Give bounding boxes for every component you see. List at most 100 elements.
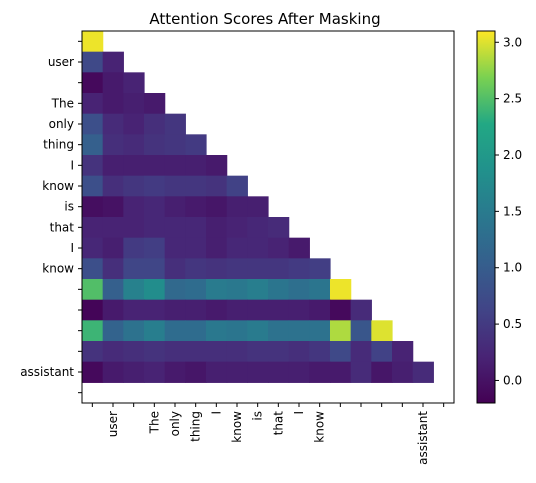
heatmap-cell-6-4 [164, 155, 186, 177]
heatmap-cell-7-4 [164, 175, 186, 197]
y-tick-label-8: is [64, 200, 74, 214]
heatmap-cell-13-1 [102, 299, 124, 321]
heatmap-cell-14-1 [102, 320, 124, 342]
heatmap-cell-4-2 [123, 113, 145, 135]
heatmap-cell-1-0 [82, 51, 104, 73]
heatmap-cell-14-14 [371, 320, 393, 342]
heatmap-cell-8-6 [206, 196, 228, 218]
x-tick-label-9: that [271, 411, 285, 436]
heatmap-cell-12-12 [330, 279, 352, 301]
heatmap-cell-10-1 [102, 237, 124, 259]
x-tick-label-3: The [147, 411, 161, 434]
heatmap-cell-5-5 [185, 134, 207, 156]
x-tick-label-4: only [168, 411, 182, 436]
colorbar: 0.0 0.5 1.0 1.5 2.0 2.5 3.0 [476, 30, 522, 404]
heatmap-cell-15-2 [123, 341, 145, 363]
heatmap-cell-14-3 [144, 320, 166, 342]
heatmap-cell-1-1 [102, 51, 124, 73]
heatmap-cell-5-2 [123, 134, 145, 156]
heatmap-cells [82, 31, 434, 383]
heatmap-cell-14-0 [82, 320, 104, 342]
heatmap-cell-12-1 [102, 279, 124, 301]
heatmap-cell-9-1 [102, 217, 124, 239]
colorbar-tick-label-4: 2.0 [503, 148, 522, 162]
y-tick-label-11: know [42, 262, 74, 276]
heatmap-cell-13-2 [123, 299, 145, 321]
heatmap-cell-7-2 [123, 175, 145, 197]
heatmap-cell-3-0 [82, 93, 104, 115]
colorbar-tick-label-2: 1.0 [503, 261, 522, 275]
heatmap-cell-13-11 [309, 299, 331, 321]
heatmap-cell-12-9 [268, 279, 290, 301]
heatmap-cell-10-9 [268, 237, 290, 259]
heatmap-cell-9-6 [206, 217, 228, 239]
heatmap-cell-12-8 [247, 279, 269, 301]
heatmap-cell-12-11 [309, 279, 331, 301]
y-tick-label-4: only [49, 117, 74, 131]
heatmap-cell-8-8 [247, 196, 269, 218]
heatmap-cell-13-3 [144, 299, 166, 321]
heatmap-cell-6-3 [144, 155, 166, 177]
heatmap-cell-11-0 [82, 258, 104, 280]
heatmap-cell-12-5 [185, 279, 207, 301]
heatmap-cell-14-10 [288, 320, 310, 342]
heatmap-cell-15-14 [371, 341, 393, 363]
heatmap-cell-14-7 [226, 320, 248, 342]
heatmap-cell-14-8 [247, 320, 269, 342]
chart-title: Attention Scores After Masking [149, 10, 380, 28]
heatmap-cell-11-4 [164, 258, 186, 280]
colorbar-tick-label-1: 0.5 [503, 317, 522, 331]
heatmap-cell-15-7 [226, 341, 248, 363]
heatmap-cell-4-0 [82, 113, 104, 135]
heatmap-cell-13-5 [185, 299, 207, 321]
heatmap-cell-13-0 [82, 299, 104, 321]
heatmap-cell-10-0 [82, 237, 104, 259]
heatmap-cell-16-8 [247, 361, 269, 383]
heatmap-cell-6-6 [206, 155, 228, 177]
heatmap-cell-11-7 [226, 258, 248, 280]
heatmap-cell-15-15 [392, 341, 414, 363]
heatmap-cell-7-6 [206, 175, 228, 197]
heatmap-cell-11-2 [123, 258, 145, 280]
heatmap-cell-4-1 [102, 113, 124, 135]
x-tick-label-7: know [230, 411, 244, 443]
heatmap-cell-9-5 [185, 217, 207, 239]
heatmap-cell-12-4 [164, 279, 186, 301]
heatmap-cell-16-16 [412, 361, 434, 383]
heatmap-cell-16-9 [268, 361, 290, 383]
heatmap-cell-15-12 [330, 341, 352, 363]
heatmap-cell-16-4 [164, 361, 186, 383]
heatmap-cell-7-1 [102, 175, 124, 197]
x-tick-label-6: I [209, 411, 223, 415]
heatmap-cell-8-2 [123, 196, 145, 218]
heatmap-cell-12-10 [288, 279, 310, 301]
heatmap-cell-8-3 [144, 196, 166, 218]
heatmap-cell-14-6 [206, 320, 228, 342]
heatmap-cell-8-5 [185, 196, 207, 218]
y-tick-label-6: I [70, 158, 74, 172]
heatmap-cell-15-3 [144, 341, 166, 363]
x-tick-label-16: assistant [416, 411, 430, 465]
heatmap-cell-15-9 [268, 341, 290, 363]
colorbar-tick-label-3: 1.5 [503, 204, 522, 218]
heatmap-cell-8-0 [82, 196, 104, 218]
heatmap-cell-7-5 [185, 175, 207, 197]
heatmap-cell-12-2 [123, 279, 145, 301]
heatmap-cell-15-5 [185, 341, 207, 363]
heatmap-cell-14-12 [330, 320, 352, 342]
heatmap-cell-15-1 [102, 341, 124, 363]
heatmap-cell-13-8 [247, 299, 269, 321]
heatmap-cell-12-6 [206, 279, 228, 301]
heatmap-cell-10-10 [288, 237, 310, 259]
heatmap-cell-15-13 [350, 341, 372, 363]
heatmap-cell-5-1 [102, 134, 124, 156]
heatmap-cell-11-8 [247, 258, 269, 280]
heatmap-cell-13-12 [330, 299, 352, 321]
colorbar-tick-label-0: 0.0 [503, 373, 522, 387]
heatmap-cell-8-7 [226, 196, 248, 218]
colorbar-tick-label-6: 3.0 [503, 35, 522, 49]
heatmap-cell-7-3 [144, 175, 166, 197]
